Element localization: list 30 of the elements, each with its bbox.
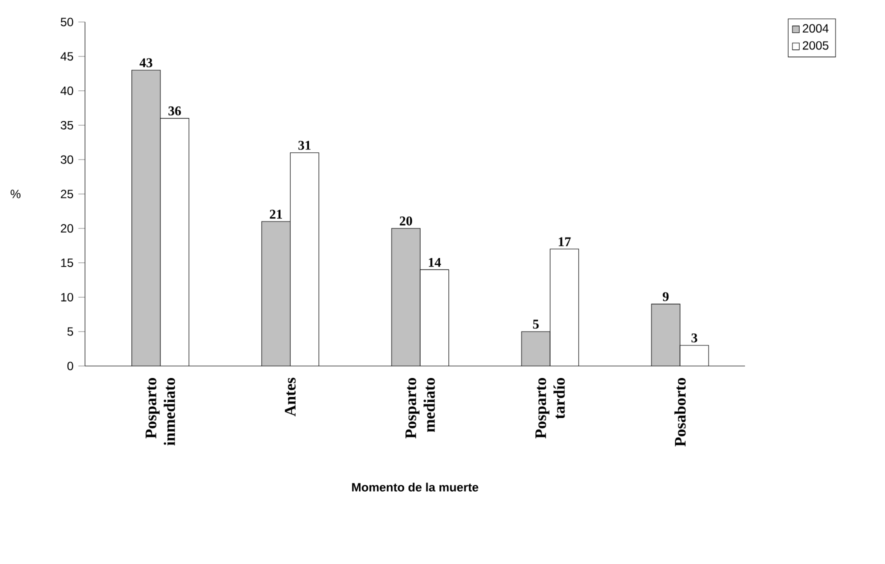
data-label: 21 bbox=[270, 210, 282, 219]
y-axis-title: % bbox=[10, 190, 20, 198]
legend-label: 2004 bbox=[802, 24, 829, 33]
y-tick-label: 30 bbox=[60, 155, 74, 164]
y-tick-label: 50 bbox=[60, 18, 74, 26]
y-tick-label: 25 bbox=[60, 190, 74, 198]
data-label: 36 bbox=[168, 106, 181, 116]
data-label: 31 bbox=[298, 140, 311, 150]
y-tick-label: 5 bbox=[67, 327, 74, 336]
data-label: 3 bbox=[692, 333, 698, 342]
data-label: 17 bbox=[558, 237, 571, 246]
x-tick-label: Antes bbox=[284, 378, 296, 416]
y-tick-label: 45 bbox=[60, 52, 74, 61]
data-label: 20 bbox=[400, 216, 412, 226]
x-axis-title: Momento de la muerte bbox=[352, 482, 478, 492]
data-label: 9 bbox=[662, 292, 669, 302]
x-tick-label: Posparto tardío bbox=[535, 378, 565, 438]
y-tick-label: 15 bbox=[61, 258, 74, 267]
y-tick-label: 35 bbox=[60, 120, 74, 130]
y-tick-label: 20 bbox=[60, 224, 74, 233]
data-label: 43 bbox=[140, 58, 152, 68]
data-label: 14 bbox=[428, 258, 441, 267]
x-tick-label: Posparto inmediato bbox=[146, 378, 175, 446]
y-tick-label: 40 bbox=[60, 86, 74, 96]
y-tick-label: 10 bbox=[61, 292, 74, 302]
data-label: 5 bbox=[533, 320, 539, 329]
y-tick-label: 0 bbox=[67, 362, 74, 370]
legend-label: 2005 bbox=[802, 41, 828, 50]
x-tick-label: Posparto mediato bbox=[406, 378, 435, 438]
x-tick-label: Posaborto bbox=[674, 378, 686, 446]
